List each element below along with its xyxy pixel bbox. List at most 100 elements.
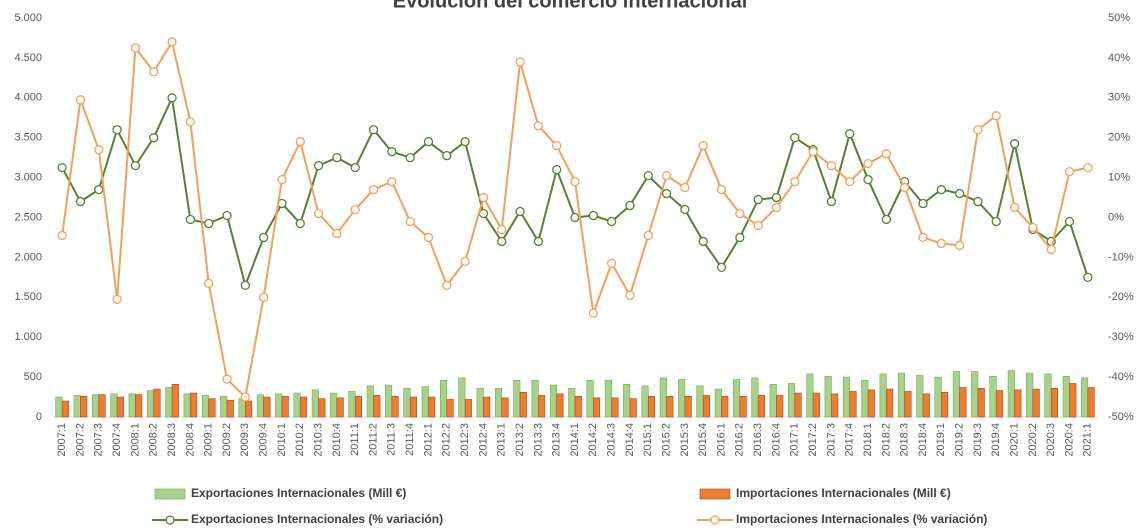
marker <box>1028 222 1038 233</box>
chart-title: Evolución del comercio internacional <box>393 0 748 12</box>
bar <box>220 395 228 418</box>
x-tick-label: 2019:3 <box>972 423 984 457</box>
marker <box>643 230 653 241</box>
x-tick-label: 2007:4 <box>111 423 123 457</box>
bar <box>55 396 63 418</box>
x-tick-label: 2011:4 <box>404 423 416 456</box>
marker <box>753 194 763 205</box>
bar <box>922 393 930 418</box>
marker <box>991 111 1001 121</box>
marker <box>515 206 525 217</box>
bar <box>61 400 69 418</box>
y-tick-label: 2.500 <box>14 211 42 223</box>
marker <box>625 290 635 300</box>
bar <box>574 395 582 418</box>
x-tick-label: 2018:4 <box>917 423 929 457</box>
marker <box>863 158 873 169</box>
legend-label: Importaciones Internacionales (Mill €) <box>736 486 951 500</box>
bar <box>110 393 118 418</box>
bar <box>787 383 796 418</box>
x-tick-label: 2018:3 <box>899 423 911 457</box>
marker <box>222 374 232 384</box>
bar <box>549 384 557 418</box>
bar <box>256 394 264 418</box>
bar <box>293 392 301 418</box>
y2-tick-label: -40% <box>1108 371 1134 383</box>
marker <box>387 147 397 157</box>
marker <box>295 218 305 229</box>
x-tick-label: 2019:2 <box>954 423 966 457</box>
bar <box>824 376 832 418</box>
bar <box>171 383 179 418</box>
y2-tick-label: -20% <box>1108 291 1134 303</box>
legend-label: Exportaciones Internacionales (Mill €) <box>191 486 406 500</box>
bar <box>146 390 155 418</box>
bar <box>464 399 472 418</box>
marker <box>643 170 653 181</box>
bar <box>769 383 777 418</box>
marker <box>130 43 141 53</box>
marker <box>936 238 946 249</box>
marker <box>698 236 708 247</box>
marker <box>258 292 269 302</box>
x-tick-label: 2012:3 <box>459 423 471 457</box>
bar <box>702 395 711 418</box>
bar <box>842 376 851 418</box>
bar <box>299 396 308 418</box>
x-tick-label: 2015:1 <box>642 423 654 457</box>
marker <box>533 236 544 247</box>
legend-swatch <box>154 488 186 500</box>
bar <box>446 399 454 418</box>
marker <box>1083 162 1093 173</box>
bar <box>995 390 1004 418</box>
marker <box>497 224 507 235</box>
bar <box>556 393 564 418</box>
bar <box>666 395 674 418</box>
marker <box>680 204 690 215</box>
x-tick-label: 2010:3 <box>312 423 324 457</box>
marker <box>478 192 489 203</box>
marker <box>863 174 873 185</box>
x-tick-label: 2021:1 <box>1082 423 1094 457</box>
bar <box>403 387 411 418</box>
bar <box>867 389 875 418</box>
marker <box>1064 216 1075 227</box>
y2-tick-label: 30% <box>1108 92 1130 104</box>
marker <box>222 210 232 221</box>
marker <box>771 192 782 203</box>
bar <box>73 395 81 418</box>
marker <box>460 256 470 267</box>
bar <box>1062 376 1070 418</box>
marker <box>442 151 452 161</box>
legend-label: Importaciones Internacionales (% variaci… <box>736 512 987 526</box>
marker <box>845 176 855 187</box>
bar <box>629 398 637 418</box>
marker <box>130 160 141 171</box>
x-tick-label: 2014:1 <box>569 423 581 457</box>
bar <box>513 379 521 418</box>
bar <box>952 371 960 418</box>
bar <box>568 387 576 418</box>
marker <box>790 133 800 143</box>
marker <box>1046 244 1056 255</box>
marker <box>460 137 470 147</box>
x-tick-label: 2011:1 <box>349 423 361 456</box>
bar <box>183 393 191 418</box>
y-tick-label: 2.000 <box>14 251 42 263</box>
marker <box>661 188 672 199</box>
marker <box>57 230 67 241</box>
marker <box>735 232 745 243</box>
bar <box>696 385 704 418</box>
bar <box>806 373 814 418</box>
bar <box>165 387 173 418</box>
legend-marker <box>165 515 175 525</box>
bar <box>586 379 594 418</box>
x-tick-label: 2010:2 <box>294 423 306 457</box>
marker <box>258 232 269 243</box>
bar <box>776 395 784 418</box>
marker <box>350 204 360 215</box>
legend-swatch <box>699 488 731 500</box>
marker <box>167 37 177 47</box>
x-tick-label: 2020:3 <box>1045 423 1057 457</box>
marker <box>753 220 763 231</box>
